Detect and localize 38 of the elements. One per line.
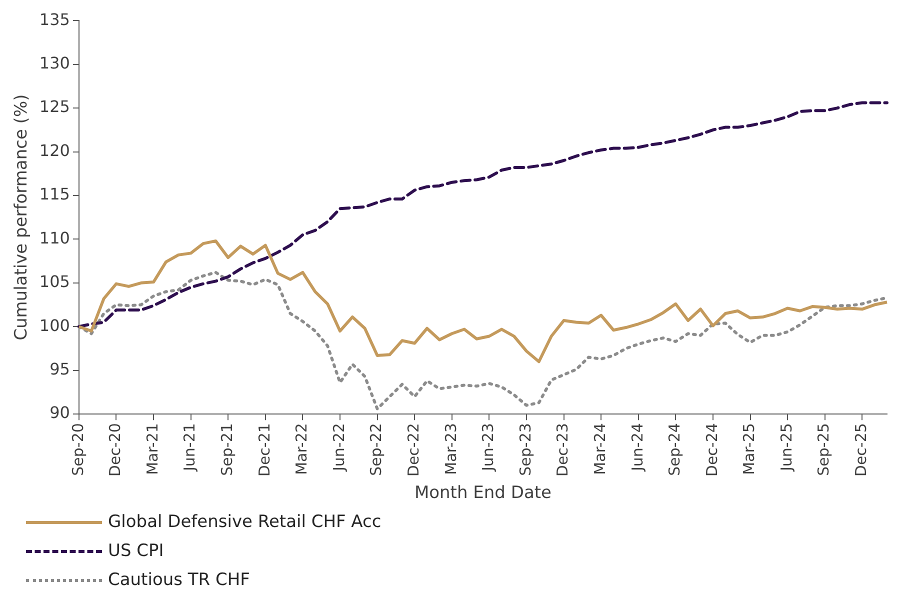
x-tick-label: Jun-23	[479, 423, 498, 472]
x-tick-label: Sep-22	[367, 423, 386, 476]
x-axis-title: Month End Date	[414, 483, 552, 504]
y-axis-title: Cumulative performance (%)	[12, 94, 32, 340]
line-series	[77, 101, 888, 328]
x-tick-label: Sep-25	[814, 423, 833, 476]
x-tick-label: Jun-21	[180, 423, 199, 472]
x-tick-label: Mar-22	[292, 423, 311, 475]
x-tick-label: Dec-20	[106, 423, 124, 477]
x-tick-label: Mar-24	[590, 423, 609, 475]
legend-label: US CPI	[108, 540, 164, 563]
y-tick-label: 110	[39, 228, 70, 248]
y-tick-label: 130	[39, 53, 70, 72]
y-tick-label: 120	[39, 140, 70, 160]
legend-label: Cautious TR CHF	[108, 569, 250, 592]
y-tick-label: 115	[39, 184, 70, 204]
y-tick-label: 135	[39, 10, 70, 29]
x-tick-label: Dec-24	[702, 423, 721, 477]
x-tick-label: Mar-23	[442, 423, 460, 475]
x-tick-label: Sep-24	[666, 423, 684, 476]
legend-label: Global Defensive Retail CHF Acc	[108, 511, 382, 534]
x-tick-label: Mar-25	[740, 423, 758, 475]
x-tick-label: Dec-22	[404, 423, 422, 477]
y-tick-label: 100	[39, 316, 70, 335]
x-tick-label: Dec-21	[255, 423, 274, 477]
x-tick-label: Sep-21	[218, 423, 236, 476]
y-tick-label: 125	[39, 97, 70, 116]
x-tick-label: Sep-23	[516, 423, 534, 476]
x-tick-label: Jun-25	[777, 423, 796, 472]
x-tick-label: Mar-21	[143, 423, 162, 475]
y-tick-label: 105	[39, 272, 70, 292]
x-tick-label: Dec-25	[852, 423, 870, 477]
x-tick-label: Dec-23	[554, 423, 572, 477]
x-tick-label: Jun-22	[330, 423, 348, 472]
x-tick-label: Jun-24	[628, 423, 646, 472]
x-tick-label: Sep-20	[68, 423, 87, 476]
y-tick-label: 95	[50, 360, 70, 379]
y-tick-label: 90	[50, 403, 70, 422]
